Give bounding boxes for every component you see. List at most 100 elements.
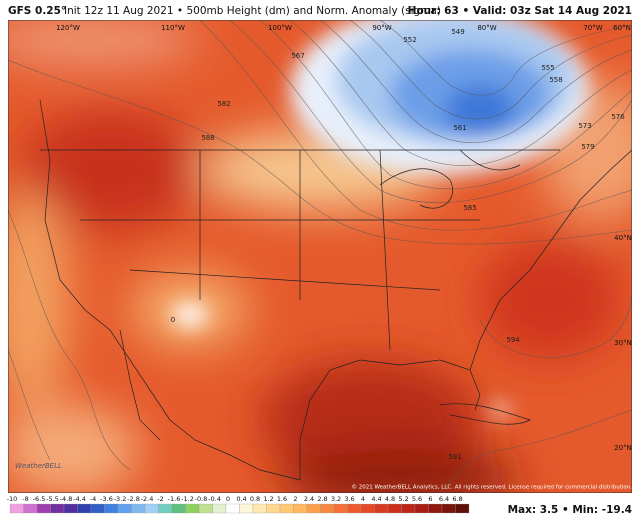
colorbar-label: -8: [22, 495, 28, 503]
colorbar-swatch: [239, 503, 254, 514]
colorbar-label: 2.8: [317, 495, 327, 503]
colorbar-swatch: [387, 503, 402, 514]
colorbar-swatch: [77, 503, 92, 514]
contour-label: 561: [453, 124, 466, 132]
colorbar-label: 3.2: [331, 495, 341, 503]
colorbar-swatch: [198, 503, 213, 514]
colorbar-label: 6.4: [439, 495, 449, 503]
colorbar-label: 3.6: [344, 495, 354, 503]
colorbar-label: -5.5: [46, 495, 59, 503]
colorbar-swatch: [293, 503, 308, 514]
model-title: GFS 0.25°: [8, 5, 66, 17]
contour-label: 552: [403, 36, 416, 44]
contour-label: 585: [463, 204, 476, 212]
contour-label: 573: [578, 122, 591, 130]
colorbar-label: 6: [428, 495, 432, 503]
latitude-label: 60°N: [613, 24, 631, 32]
colorbar-label: 5.6: [412, 495, 422, 503]
longitude-label: 80°W: [477, 24, 496, 32]
longitude-label: 120°W: [56, 24, 80, 32]
colorbar-swatch: [171, 503, 186, 514]
contour-label: 567: [291, 52, 304, 60]
colorbar-label: -4.8: [60, 495, 73, 503]
colorbar-label: -1.6: [168, 495, 181, 503]
contour-label: 582: [217, 100, 230, 108]
longitude-label: 90°W: [372, 24, 391, 32]
colorbar-swatch: [104, 503, 119, 514]
map-labels: 120°W 110°W 100°W 90°W 80°W 70°W 60°N 40°N 30°N 2…: [56, 24, 632, 461]
colorbar-label: -6.5: [33, 495, 46, 503]
colorbar-label: -2.4: [141, 495, 154, 503]
colorbar-label: 1.6: [277, 495, 287, 503]
colorbar-label: -0.4: [208, 495, 221, 503]
colorbar-swatch: [279, 503, 294, 514]
colorbar-label: 0: [226, 495, 230, 503]
colorbar-label: 2: [293, 495, 297, 503]
run-info: Init 12z 11 Aug 2021 • 500mb Height (dm)…: [64, 5, 441, 17]
max-min: Max: 3.5 • Min: -19.4: [508, 504, 632, 516]
latitude-label: 30°N: [614, 339, 632, 347]
latitude-label: 20°N: [614, 444, 632, 452]
colorbar-swatch: [414, 503, 429, 514]
colorbar-swatch: [50, 503, 65, 514]
logo: WeatherBELL: [15, 462, 62, 470]
contour-label: 576: [611, 113, 625, 121]
colorbar-swatch: [212, 503, 227, 514]
colorbar: -10 -8 -6.5 -5.5 -4.8 -4.4 -4 -3.6 -3.2 -2.8 -2.4-…: [7, 495, 470, 514]
colorbar-swatch: [117, 503, 132, 514]
colorbar-swatch: [185, 503, 200, 514]
colorbar-swatch: [252, 503, 267, 514]
colorbar-swatch: [360, 503, 375, 514]
colorbar-swatch: [266, 503, 281, 514]
colorbar-label: -2: [157, 495, 163, 503]
colorbar-label: -10: [7, 495, 18, 503]
colorbar-swatch: [320, 503, 335, 514]
colorbar-swatch: [455, 503, 470, 514]
colorbar-swatch: [347, 503, 362, 514]
colorbar-label: -2.8: [127, 495, 140, 503]
colorbar-swatch: [158, 503, 173, 514]
colorbar-label: 4.4: [371, 495, 381, 503]
colorbar-label: 5.2: [398, 495, 408, 503]
colorbar-swatch: [36, 503, 51, 514]
colorbar-label: 2.4: [304, 495, 314, 503]
longitude-label: 110°W: [161, 24, 185, 32]
colorbar-label: -4.4: [73, 495, 86, 503]
colorbar-swatch: [306, 503, 321, 514]
colorbar-swatch: [9, 503, 24, 514]
colorbar-label: 0.8: [250, 495, 260, 503]
latitude-label: 40°N: [614, 234, 632, 242]
contour-label: 591: [448, 453, 461, 461]
longitude-label: 100°W: [268, 24, 292, 32]
colorbar-label: 4.8: [385, 495, 395, 503]
colorbar-label: -4: [90, 495, 96, 503]
colorbar-swatch: [225, 503, 240, 514]
colorbar-label: -3.6: [100, 495, 113, 503]
contour-label: 588: [201, 134, 214, 142]
map: [8, 20, 632, 493]
contour-label: 558: [549, 76, 562, 84]
colorbar-swatch: [441, 503, 456, 514]
colorbar-label: 0.4: [236, 495, 246, 503]
colorbar-label: 6.8: [452, 495, 462, 503]
colorbar-label: -1.2: [181, 495, 194, 503]
valid-info: Hour: 63 • Valid: 03z Sat 14 Aug 2021: [408, 5, 632, 17]
longitude-label: 70°W: [583, 24, 602, 32]
colorbar-swatch: [90, 503, 105, 514]
colorbar-swatch: [401, 503, 416, 514]
colorbar-label: 1.2: [263, 495, 273, 503]
colorbar-swatch: [23, 503, 38, 514]
contour-label: 549: [451, 28, 464, 36]
colorbar-label: -3.2: [114, 495, 127, 503]
contour-label: 555: [541, 64, 554, 72]
colorbar-swatch: [144, 503, 159, 514]
contour-label: 594: [506, 336, 520, 344]
colorbar-label: 4: [361, 495, 365, 503]
copyright: © 2021 WeatherBELL Analytics, LLC. All r…: [352, 484, 633, 491]
colorbar-swatch: [333, 503, 348, 514]
contour-label: 579: [581, 143, 594, 151]
colorbar-swatch: [374, 503, 389, 514]
colorbar-swatch: [63, 503, 78, 514]
colorbar-label: -0.8: [195, 495, 208, 503]
